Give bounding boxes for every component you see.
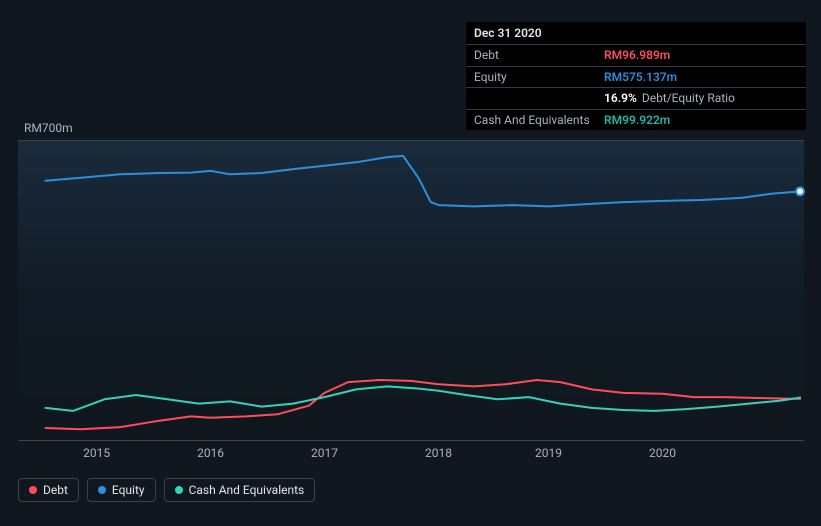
tooltip-label: Equity bbox=[474, 70, 604, 84]
tooltip-value: RM96.989m bbox=[604, 48, 670, 62]
x-tick-label: 2018 bbox=[425, 446, 452, 460]
chart-tooltip: Dec 31 2020 Debt RM96.989m Equity RM575.… bbox=[466, 22, 806, 130]
x-tick-label: 2015 bbox=[83, 446, 110, 460]
tooltip-row-debt: Debt RM96.989m bbox=[466, 45, 806, 66]
tooltip-row-cash: Cash And Equivalents RM99.922m bbox=[466, 110, 806, 130]
chart-marker-dot bbox=[796, 187, 804, 195]
legend-dot bbox=[175, 486, 183, 494]
series-line-equity bbox=[46, 156, 801, 207]
y-axis-top-label: RM700m bbox=[24, 121, 73, 135]
chart-legend: Debt Equity Cash And Equivalents bbox=[18, 478, 315, 502]
tooltip-value: RM99.922m bbox=[604, 113, 670, 127]
tooltip-value: 16.9% Debt/Equity Ratio bbox=[604, 91, 735, 105]
x-tick-label: 2016 bbox=[197, 446, 224, 460]
tooltip-date: Dec 31 2020 bbox=[466, 22, 806, 45]
chart-bottom-gridline bbox=[18, 440, 804, 441]
tooltip-label: Debt bbox=[474, 48, 604, 62]
legend-label: Equity bbox=[112, 483, 145, 497]
legend-item-cash-and-equivalents[interactable]: Cash And Equivalents bbox=[164, 478, 316, 502]
legend-dot bbox=[29, 486, 37, 494]
tooltip-row-ratio: 16.9% Debt/Equity Ratio bbox=[466, 88, 806, 109]
legend-label: Cash And Equivalents bbox=[189, 483, 305, 497]
tooltip-label: Cash And Equivalents bbox=[474, 113, 604, 127]
legend-item-debt[interactable]: Debt bbox=[18, 478, 79, 502]
legend-item-equity[interactable]: Equity bbox=[87, 478, 156, 502]
tooltip-row-equity: Equity RM575.137m bbox=[466, 67, 806, 88]
tooltip-ratio-sub: Debt/Equity Ratio bbox=[642, 91, 735, 105]
legend-label: Debt bbox=[43, 483, 68, 497]
legend-dot bbox=[98, 486, 106, 494]
x-tick-label: 2019 bbox=[535, 446, 562, 460]
x-tick-label: 2020 bbox=[649, 446, 676, 460]
x-axis: 2015 2016 2017 2018 2019 2020 bbox=[18, 446, 804, 466]
series-line-debt bbox=[46, 380, 801, 429]
tooltip-ratio-value: 16.9% bbox=[604, 91, 637, 105]
series-line-cash-and-equivalents bbox=[46, 386, 801, 411]
tooltip-label bbox=[474, 91, 604, 105]
tooltip-value: RM575.137m bbox=[604, 70, 677, 84]
x-tick-label: 2017 bbox=[311, 446, 338, 460]
chart-svg bbox=[18, 140, 804, 440]
